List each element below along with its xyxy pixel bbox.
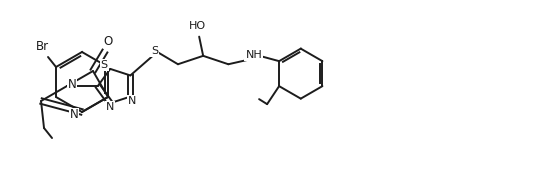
Text: HO: HO <box>189 21 206 31</box>
Text: NH: NH <box>245 50 262 60</box>
Text: Br: Br <box>36 40 48 52</box>
Text: N: N <box>68 77 76 91</box>
Text: S: S <box>101 60 108 70</box>
Text: S: S <box>151 46 158 56</box>
Text: N: N <box>128 96 137 106</box>
Text: O: O <box>103 35 112 47</box>
Text: N: N <box>106 102 115 112</box>
Text: N: N <box>69 109 79 121</box>
